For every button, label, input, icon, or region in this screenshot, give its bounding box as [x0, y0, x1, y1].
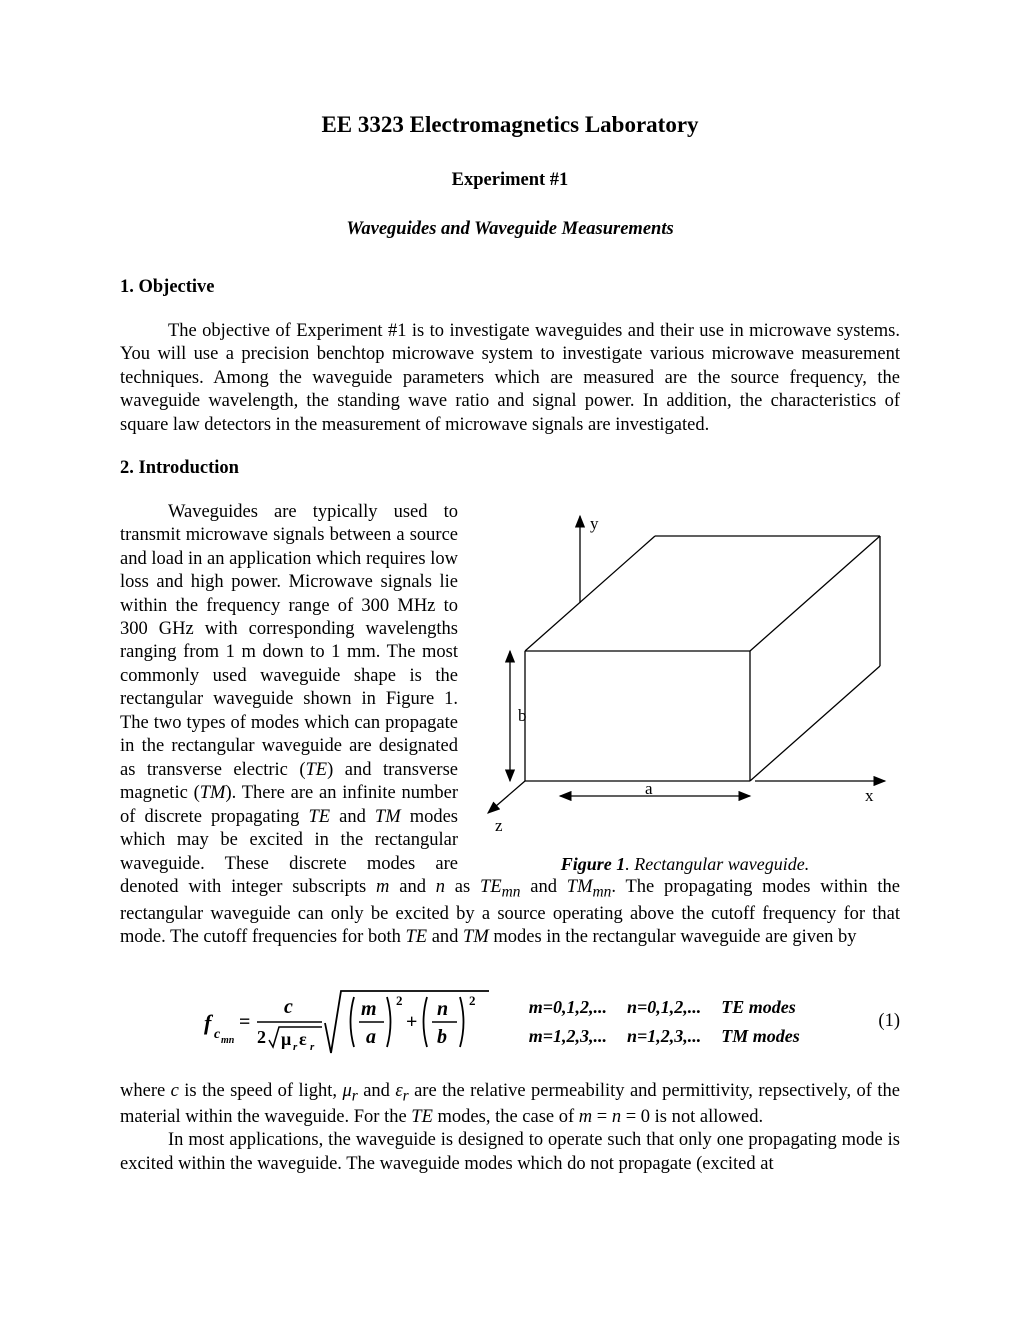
svg-text:2: 2 — [469, 993, 476, 1008]
te-label: TE modes — [721, 996, 796, 1019]
section-objective-header: 1. Objective — [120, 276, 900, 299]
svg-text:c: c — [214, 1027, 221, 1042]
svg-text:2: 2 — [396, 993, 403, 1008]
figure-caption: Figure 1. Rectangular waveguide. — [470, 853, 900, 876]
equation-1-row: f c mn = c 2 μ r ε r m a 2 + — [120, 985, 900, 1060]
svg-text:2: 2 — [257, 1027, 266, 1047]
svg-text:+: + — [406, 1011, 417, 1033]
svg-text:f: f — [204, 1010, 214, 1035]
tm-m-range: m=1,2,3,... — [529, 1025, 607, 1048]
figure-1-block: y x z b a Figure 1. Rectangular waveguid… — [470, 501, 900, 876]
svg-text:b: b — [437, 1026, 447, 1048]
svg-text:m: m — [361, 998, 377, 1020]
dim-b-label: b — [518, 706, 527, 725]
svg-text:a: a — [366, 1026, 376, 1048]
section-intro-header: 2. Introduction — [120, 457, 900, 480]
equation-formula: f c mn = c 2 μ r ε r m a 2 + — [199, 985, 489, 1060]
dim-a-label: a — [645, 779, 653, 798]
te-m-range: m=0,1,2,... — [529, 996, 607, 1019]
axis-y-label: y — [590, 514, 599, 533]
final-paragraphs: where c is the speed of light, μr and εr… — [120, 1080, 900, 1177]
svg-text:r: r — [310, 1041, 315, 1053]
svg-text:mn: mn — [221, 1035, 235, 1046]
intro-paragraph-2: where c is the speed of light, μr and εr… — [120, 1080, 900, 1130]
objective-paragraph: The objective of Experiment #1 is to inv… — [120, 320, 900, 437]
figure-caption-text: . Rectangular waveguide. — [625, 854, 809, 874]
svg-text:μ: μ — [281, 1029, 291, 1049]
axis-z-label: z — [495, 816, 503, 835]
svg-text:ε: ε — [299, 1029, 307, 1049]
equation-1-content: f c mn = c 2 μ r ε r m a 2 + — [120, 985, 878, 1060]
intro-wrapped-section: y x z b a Figure 1. Rectangular waveguid… — [120, 501, 900, 970]
document-title: Waveguides and Waveguide Measurements — [120, 218, 900, 241]
svg-text:r: r — [293, 1041, 298, 1053]
waveguide-diagram: y x z b a — [470, 501, 900, 836]
tm-label: TM modes — [721, 1025, 800, 1048]
axis-x-label: x — [865, 786, 874, 805]
equation-number: (1) — [878, 1010, 900, 1033]
figure-caption-label: Figure 1 — [561, 854, 626, 874]
te-n-range: n=0,1,2,... — [627, 996, 701, 1019]
main-title: EE 3323 Electromagnetics Laboratory — [120, 110, 900, 139]
intro-paragraph-3: In most applications, the waveguide is d… — [120, 1129, 900, 1176]
svg-text:n: n — [437, 998, 448, 1020]
tm-n-range: n=1,2,3,... — [627, 1025, 701, 1048]
experiment-subtitle: Experiment #1 — [120, 169, 900, 192]
svg-text:c: c — [284, 996, 293, 1018]
svg-text:=: = — [239, 1011, 250, 1033]
equation-constraints: m=0,1,2,... n=0,1,2,... TE modes m=1,2,3… — [529, 996, 800, 1048]
